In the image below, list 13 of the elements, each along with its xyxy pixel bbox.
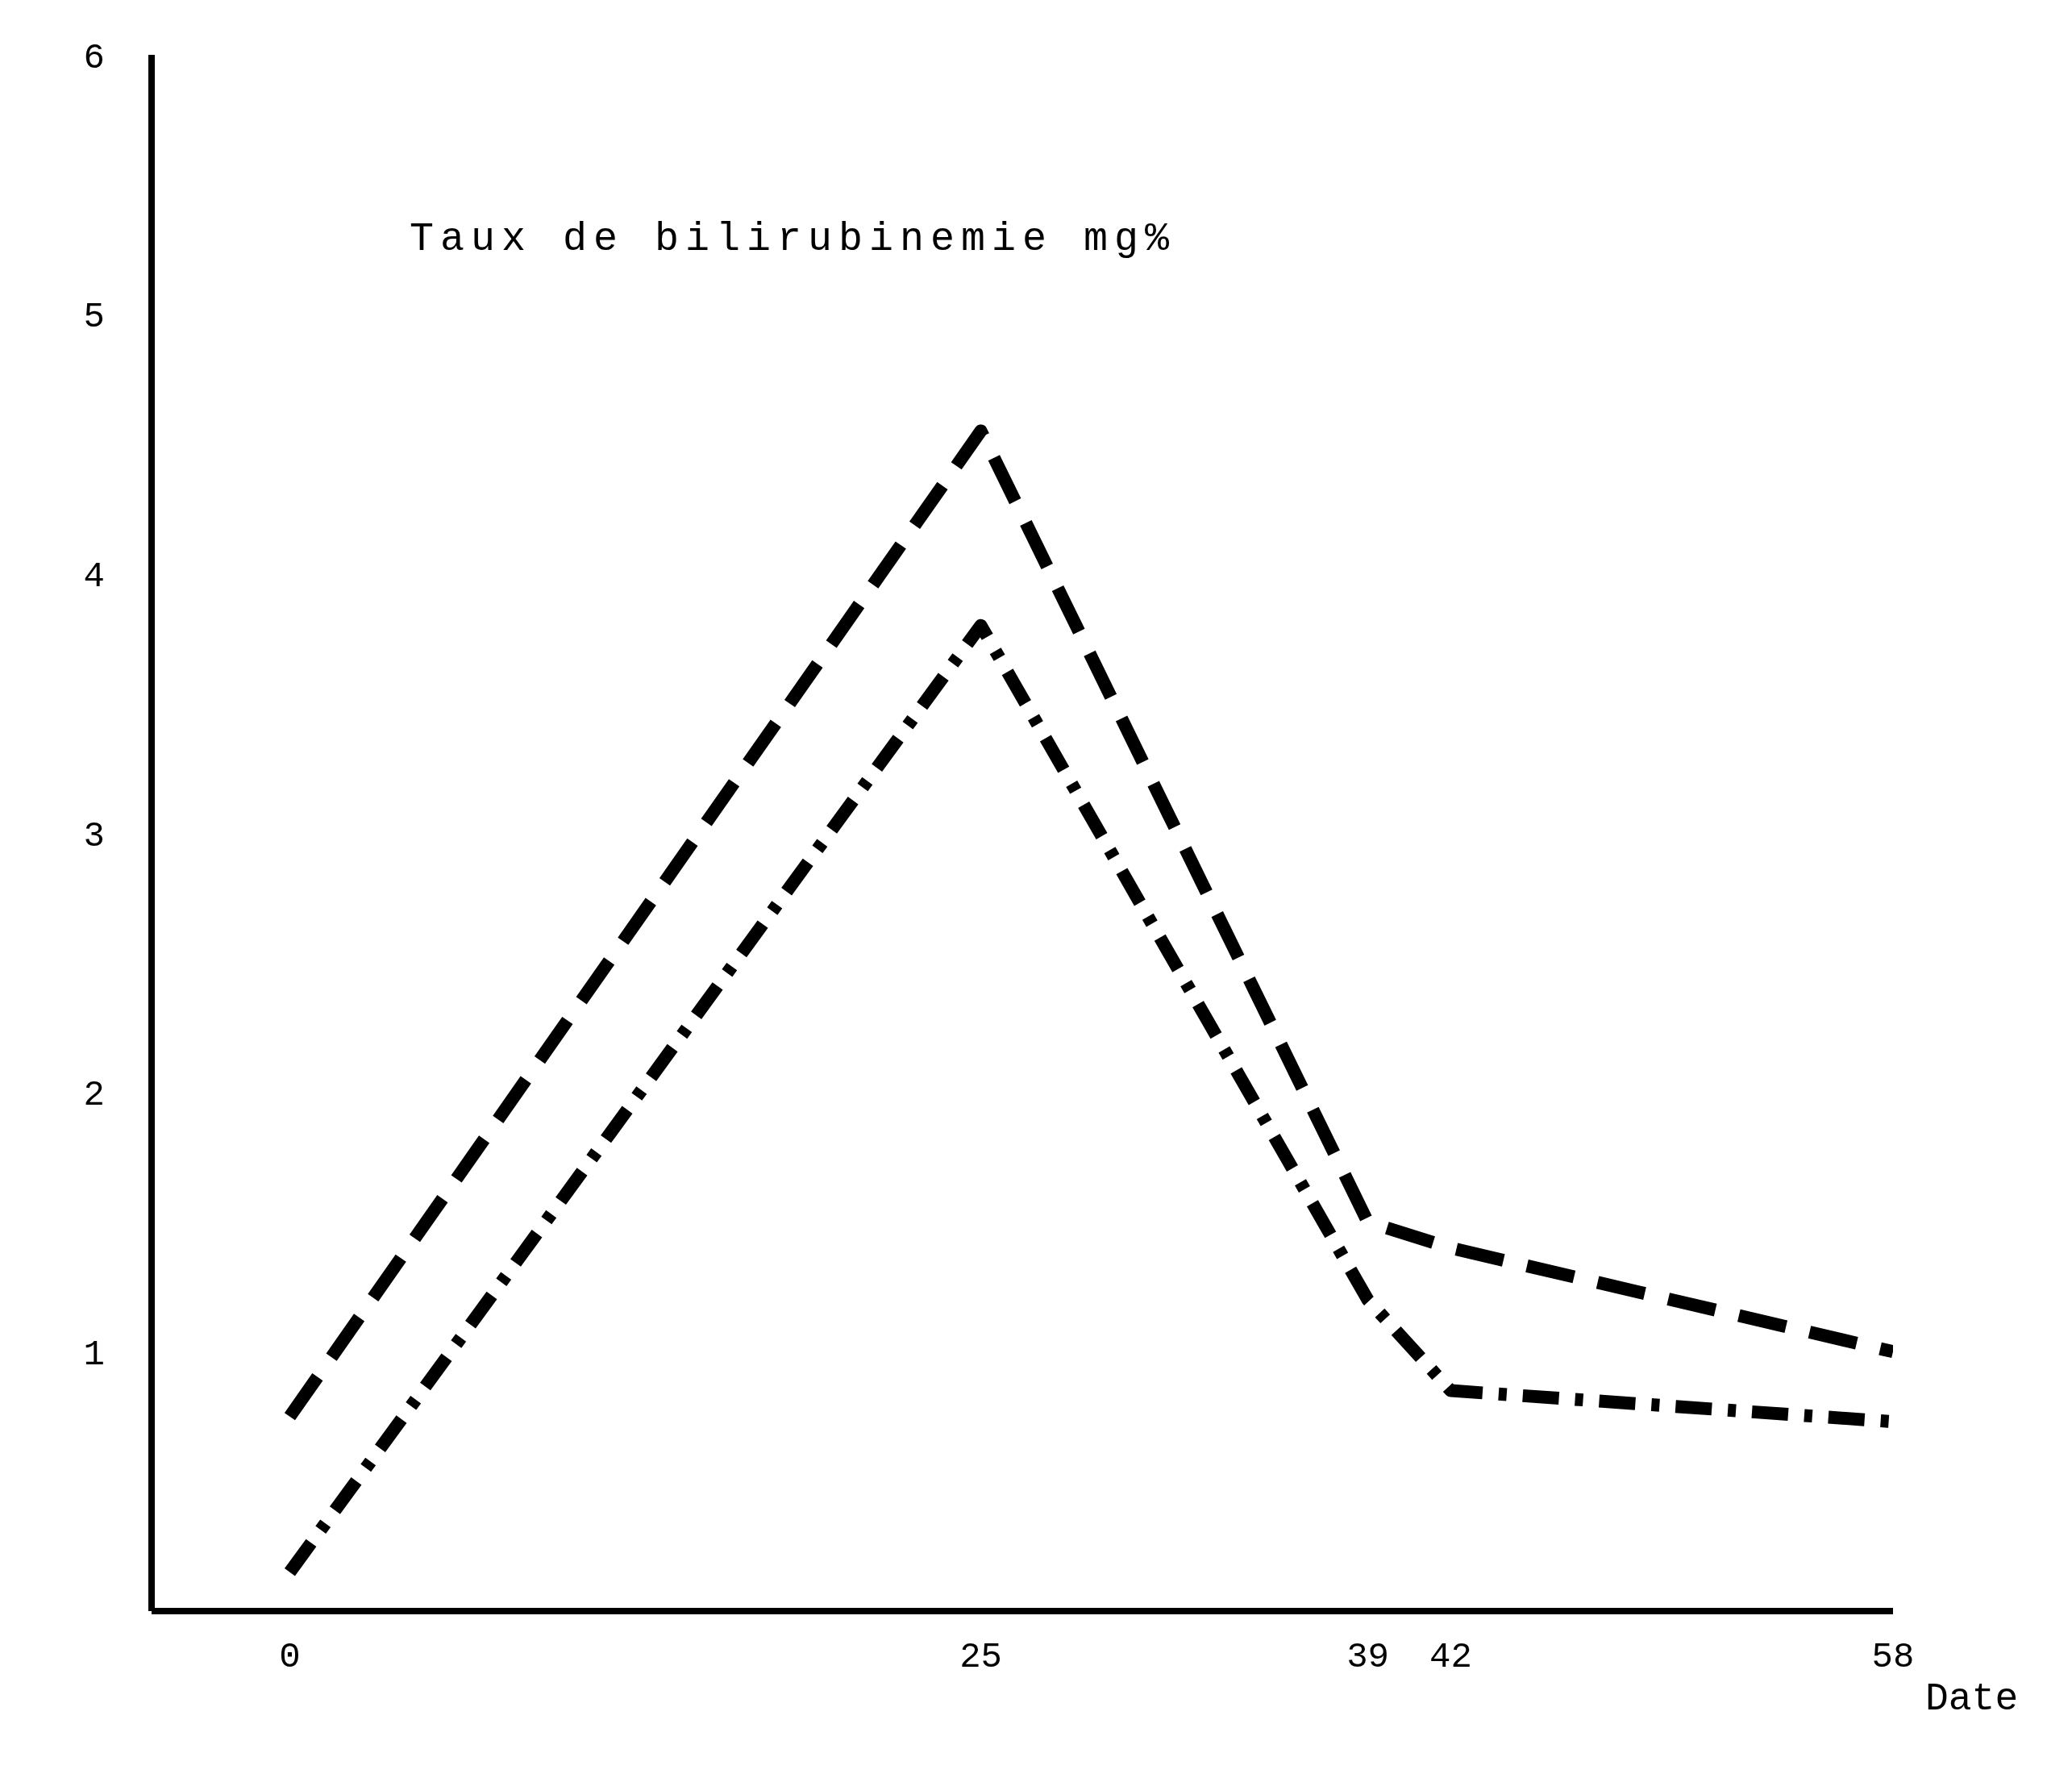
x-tick-label: 39 bbox=[1346, 1637, 1389, 1678]
x-tick-label: 58 bbox=[1871, 1637, 1915, 1678]
y-tick-label: 2 bbox=[83, 1075, 105, 1116]
y-tick-label: 6 bbox=[83, 37, 105, 78]
x-axis-title: Date bbox=[1925, 1677, 2019, 1722]
x-tick-label: 0 bbox=[279, 1637, 301, 1678]
text: Taux de bilirubinemie mg% bbox=[410, 216, 1176, 262]
x-tick-label: 42 bbox=[1429, 1637, 1472, 1678]
x-tick-label: 25 bbox=[959, 1637, 1002, 1678]
y-tick-label: 3 bbox=[83, 815, 105, 856]
y-tick-label: 5 bbox=[83, 297, 105, 338]
y-tick-label: 1 bbox=[83, 1334, 105, 1375]
y-tick-label: 4 bbox=[83, 556, 105, 597]
